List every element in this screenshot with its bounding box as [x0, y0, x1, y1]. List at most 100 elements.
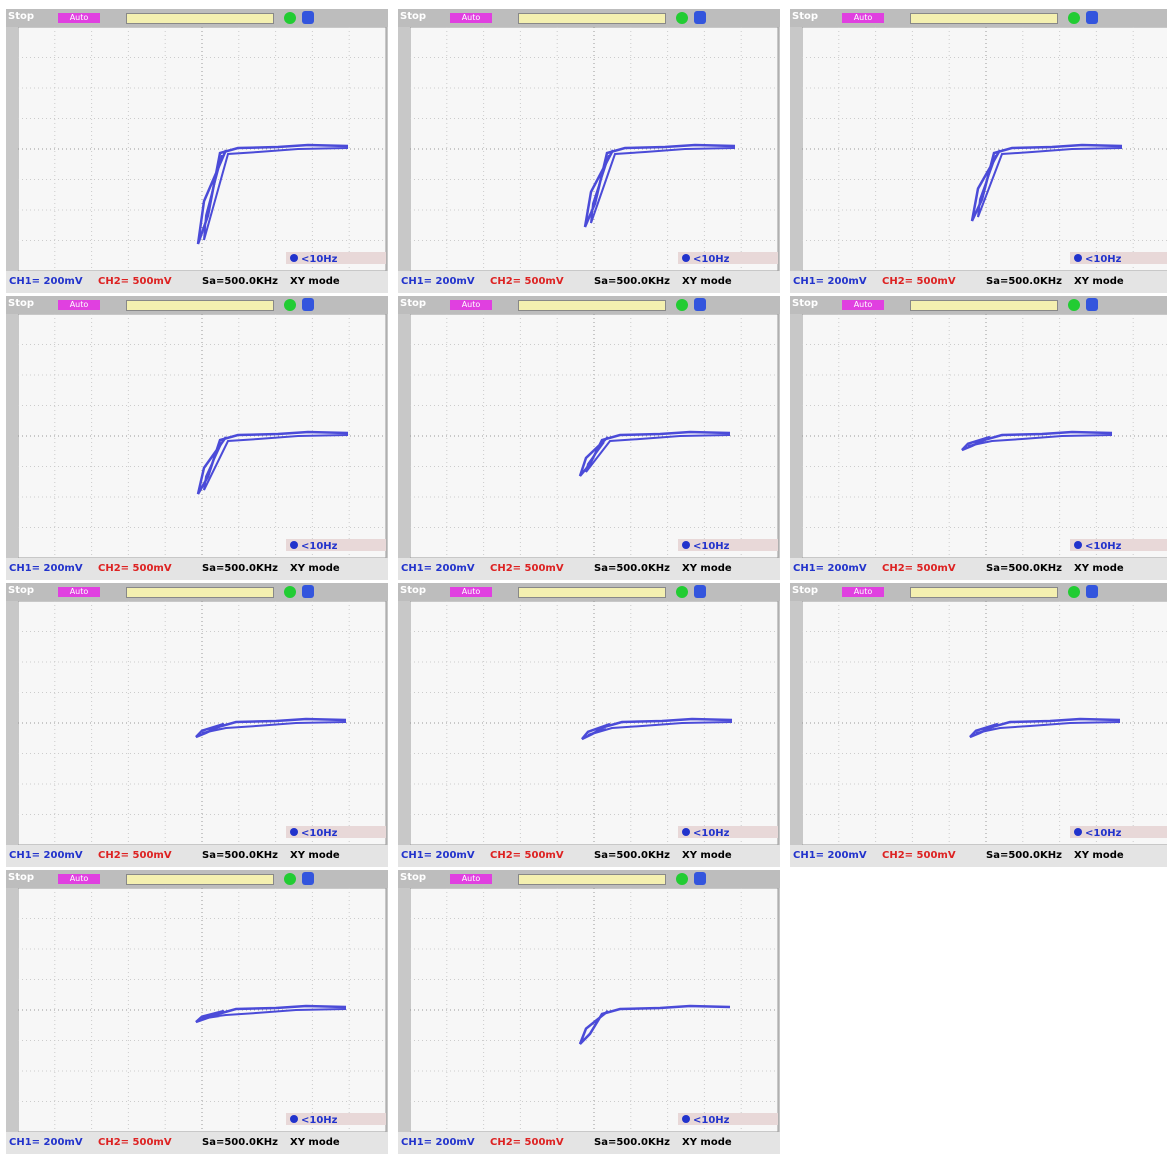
probe-icon [302, 585, 314, 598]
run-status: Stop [8, 872, 34, 883]
sample-rate: Sa=500.0KHz [986, 563, 1062, 574]
ch1-scale: CH1= 200mV [793, 850, 867, 861]
toolbar: StopAuto [6, 9, 388, 27]
scope-panel: StopAuto<10HzCH1= 200mVCH2= 500mVSa=500.… [790, 9, 1167, 293]
scope-screen: <10Hz [18, 314, 388, 558]
probe-icon [302, 872, 314, 885]
display-mode: XY mode [290, 850, 340, 861]
sample-rate: Sa=500.0KHz [202, 1137, 278, 1148]
frequency: <10Hz [693, 828, 730, 839]
freq-dot [1074, 541, 1082, 549]
status-led [676, 12, 688, 24]
screen-bg [802, 314, 1167, 558]
sample-rate: Sa=500.0KHz [594, 276, 670, 287]
trigger-mode: Auto [450, 587, 492, 597]
probe-icon [302, 11, 314, 24]
ch2-scale: CH2= 500mV [490, 1137, 564, 1148]
display-mode: XY mode [290, 276, 340, 287]
display-mode: XY mode [682, 276, 732, 287]
run-status: Stop [8, 298, 34, 309]
freq-dot [290, 1115, 298, 1123]
status-led [676, 299, 688, 311]
position-bar [518, 13, 666, 24]
frequency: <10Hz [693, 541, 730, 552]
ch2-scale: CH2= 500mV [882, 850, 956, 861]
trigger-mode: Auto [58, 300, 100, 310]
trigger-mode: Auto [450, 13, 492, 23]
trigger-mode: Auto [450, 300, 492, 310]
status-bar: CH1= 200mVCH2= 500mVSa=500.0KHzXY mode [6, 558, 388, 580]
probe-icon [1086, 585, 1098, 598]
display-mode: XY mode [682, 850, 732, 861]
display-mode: XY mode [290, 563, 340, 574]
ch1-scale: CH1= 200mV [9, 563, 83, 574]
ch1-scale: CH1= 200mV [9, 850, 83, 861]
frequency: <10Hz [301, 254, 338, 265]
ch2-scale: CH2= 500mV [490, 850, 564, 861]
run-status: Stop [400, 872, 426, 883]
scope-screen: <10Hz [410, 314, 780, 558]
run-status: Stop [400, 298, 426, 309]
scope-panel: StopAuto<10HzCH1= 200mVCH2= 500mVSa=500.… [790, 583, 1167, 867]
scope-screen: <10Hz [410, 888, 780, 1132]
sample-rate: Sa=500.0KHz [594, 563, 670, 574]
status-led [1068, 299, 1080, 311]
frequency: <10Hz [1085, 541, 1122, 552]
trigger-mode: Auto [450, 874, 492, 884]
freq-dot [682, 828, 690, 836]
scope-screen: <10Hz [18, 888, 388, 1132]
ch2-scale: CH2= 500mV [882, 276, 956, 287]
ch2-scale: CH2= 500mV [98, 276, 172, 287]
sample-rate: Sa=500.0KHz [202, 563, 278, 574]
frequency: <10Hz [1085, 254, 1122, 265]
ch1-scale: CH1= 200mV [401, 850, 475, 861]
ch2-scale: CH2= 500mV [98, 1137, 172, 1148]
frequency: <10Hz [1085, 828, 1122, 839]
status-bar: CH1= 200mVCH2= 500mVSa=500.0KHzXY mode [398, 845, 780, 867]
sample-rate: Sa=500.0KHz [986, 850, 1062, 861]
position-bar [518, 587, 666, 598]
status-bar: CH1= 200mVCH2= 500mVSa=500.0KHzXY mode [790, 845, 1167, 867]
status-bar: CH1= 200mV CH2= 500mV Sa=500.0KHz XY mode [6, 1132, 388, 1154]
run-status: Stop [400, 11, 426, 22]
display-mode: XY mode [290, 1137, 340, 1148]
sample-rate: Sa=500.0KHz [202, 850, 278, 861]
position-bar [126, 300, 274, 311]
status-led [676, 873, 688, 885]
scope-screen: <10Hz [410, 27, 780, 271]
status-bar: CH1= 200mV CH2= 500mV Sa=500.0KHz XY mode [6, 845, 388, 867]
probe-icon [694, 585, 706, 598]
trigger-mode: Auto [842, 300, 884, 310]
run-status: Stop [792, 11, 818, 22]
freq-dot [1074, 828, 1082, 836]
frequency: <10Hz [693, 1115, 730, 1126]
ch1-scale: CH1= 200mV [9, 1137, 83, 1148]
freq-dot [290, 541, 298, 549]
sample-rate: Sa=500.0KHz [202, 276, 278, 287]
status-led [1068, 586, 1080, 598]
frequency: <10Hz [301, 828, 338, 839]
ch1-scale: CH1= 200mV [793, 276, 867, 287]
ch1-scale: CH1= 200mV [793, 563, 867, 574]
ch2-scale: CH2= 500mV [98, 850, 172, 861]
trigger-mode: Auto [842, 587, 884, 597]
frequency: <10Hz [301, 541, 338, 552]
status-led [284, 299, 296, 311]
scope-panel: StopAuto<10HzCH1= 200mVCH2= 500mVSa=500.… [398, 870, 780, 1154]
ch1-scale: CH1= 200mV [401, 563, 475, 574]
probe-icon [1086, 298, 1098, 311]
status-led [1068, 12, 1080, 24]
position-bar [126, 13, 274, 24]
scope-screen: <10Hz [18, 27, 388, 271]
position-bar [910, 300, 1058, 311]
